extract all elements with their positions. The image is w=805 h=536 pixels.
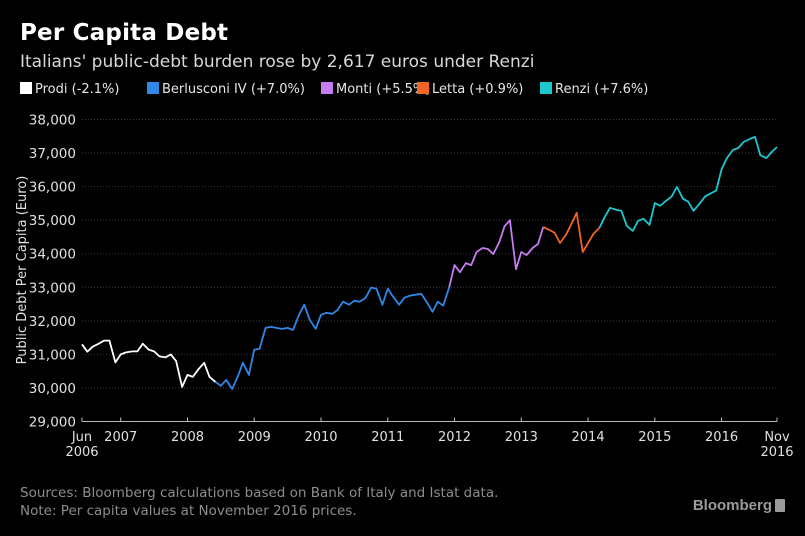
y-tick-label: 38,000 [29,113,76,129]
x-tick-label: 2006 [65,445,98,460]
x-tick-label: Nov [764,430,790,445]
prices-note: Note: Per capita values at November 2016… [20,503,357,519]
brand-label: Bloomberg [692,497,772,514]
legend-label: Monti (+5.5%) [336,82,431,97]
x-tick-label: 2011 [371,430,404,445]
legend-label: Letta (+0.9%) [432,82,524,97]
bloomberg-chart-icon [775,499,785,512]
x-tick-label: 2010 [304,430,337,445]
legend-swatch [321,82,333,94]
x-tick-label: 2012 [438,430,471,445]
series-line-letta [542,211,601,253]
x-tick-label: Jun [71,430,92,445]
x-tick-label: 2016 [760,445,793,460]
line-chart: 29,000 30,000 31,000 32,000 33,000 34,000 35,0… [15,113,794,461]
x-tick-label: 2009 [238,430,271,445]
y-tick-label: 31,000 [29,347,76,363]
legend-swatch [417,82,429,94]
legend-item-berlusconi: Berlusconi IV (+7.0%) [147,82,305,97]
legend-label: Renzi (+7.6%) [555,82,649,97]
series-line-monti [448,219,545,288]
y-tick-label: 32,000 [29,314,76,330]
y-tick-label: 36,000 [29,180,76,196]
legend-item-prodi: Prodi (-2.1%) [20,82,119,97]
series-line-renzi [598,135,778,232]
x-tick-label: 2013 [505,430,538,445]
x-tick-label: 2015 [638,430,671,445]
y-tick-label: 34,000 [29,247,76,263]
chart-subtitle: Italians' public-debt burden rose by 2,6… [20,52,535,72]
legend-label: Berlusconi IV (+7.0%) [162,82,305,97]
y-axis: 29,000 30,000 31,000 32,000 33,000 34,000 35,0… [29,113,76,431]
legend-item-letta: Letta (+0.9%) [417,82,523,97]
y-tick-label: 30,000 [29,381,76,397]
y-tick-label: 33,000 [29,280,76,296]
legend-item-renzi: Renzi (+7.6%) [540,82,648,97]
footer: Sources: Bloomberg calculations based on… [20,484,498,520]
y-tick-label: 37,000 [29,146,76,162]
y-axis-label: Public Debt Per Capita (Euro) [15,176,30,365]
x-tick-label: 2008 [171,430,204,445]
gridlines [82,119,777,389]
legend-label: Prodi (-2.1%) [35,82,120,97]
legend-swatch [540,82,552,94]
bloomberg-logo: Bloomberg [693,497,785,514]
x-tick-label: 2016 [705,430,738,445]
series-line-berlusconi-iv [214,286,451,390]
series-line-prodi [81,339,217,388]
x-tick-label: 2007 [104,430,137,445]
x-tick-label: 2014 [572,430,605,445]
y-tick-label: 29,000 [29,415,76,431]
legend-swatch [147,82,159,94]
y-tick-label: 35,000 [29,213,76,229]
series-lines [81,135,778,390]
chart-title: Per Capita Debt [20,20,229,46]
legend-item-monti: Monti (+5.5%) [321,82,430,97]
sources-note: Sources: Bloomberg calculations based on… [20,485,499,501]
legend-swatch [20,82,32,94]
